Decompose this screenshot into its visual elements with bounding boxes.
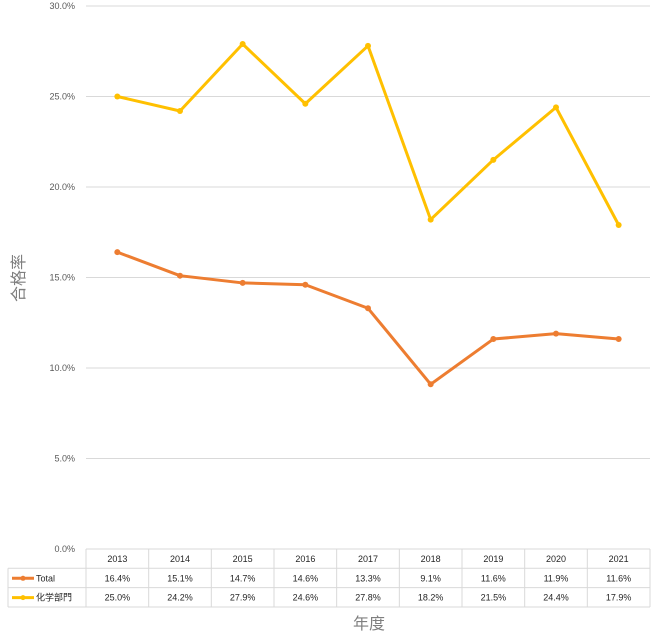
data-point <box>365 305 371 312</box>
y-axis-ticks: 0.0% 5.0% 10.0% 15.0% 20.0% 25.0% 30.0% <box>49 1 75 554</box>
legend-key-marker <box>20 575 26 581</box>
data-label: 11.6% <box>606 573 631 583</box>
x-tick-label: 2013 <box>107 554 127 564</box>
y-tick-label: 0.0% <box>54 544 75 554</box>
data-point <box>302 100 309 107</box>
x-tick-label: 2018 <box>421 554 441 564</box>
data-point <box>177 272 183 279</box>
x-tick-label: 2020 <box>546 554 566 564</box>
y-tick-label: 5.0% <box>54 454 75 464</box>
data-point <box>239 279 246 286</box>
data-point <box>490 336 497 343</box>
data-table: 2013 2014 2015 2016 2017 2018 2019 2020 2021 Tota… <box>7 548 651 608</box>
x-tick-label: 2014 <box>170 554 190 564</box>
data-label: 27.9% <box>230 593 256 603</box>
legend-series-name: 化学部門 <box>36 592 72 603</box>
data-point <box>615 222 622 229</box>
y-tick-label: 15.0% <box>49 273 75 283</box>
data-label: 13.3% <box>355 573 381 583</box>
x-tick-label: 2021 <box>609 554 629 564</box>
series-lines <box>114 41 622 388</box>
data-label: 27.8% <box>355 593 381 603</box>
data-point <box>553 104 559 111</box>
data-label: 9.1% <box>420 573 441 583</box>
x-tick-label: 2019 <box>483 554 503 564</box>
data-point <box>427 216 434 223</box>
data-label: 24.6% <box>293 593 319 603</box>
data-label: 25.0% <box>105 593 131 603</box>
data-point <box>114 249 121 256</box>
y-tick-label: 10.0% <box>49 363 75 373</box>
y-tick-label: 30.0% <box>49 1 75 11</box>
data-label: 17.9% <box>606 593 632 603</box>
data-label: 11.6% <box>481 573 506 583</box>
y-axis-title: 合格率 <box>10 254 28 302</box>
data-label: 14.6% <box>293 573 319 583</box>
data-point <box>302 281 309 288</box>
data-point <box>615 336 622 343</box>
x-tick-label: 2016 <box>295 554 315 564</box>
legend-series-name: Total <box>36 573 55 583</box>
x-axis-title: 年度 <box>353 615 385 633</box>
data-point <box>177 107 183 114</box>
x-tick-label: 2015 <box>233 554 253 564</box>
data-point <box>490 156 497 163</box>
legend-key-marker <box>20 595 26 601</box>
data-label: 16.4% <box>105 573 131 583</box>
data-label: 24.2% <box>167 593 193 603</box>
data-label: 11.9% <box>544 573 569 583</box>
series-line <box>116 42 620 226</box>
data-point <box>427 381 434 388</box>
data-point <box>553 330 559 337</box>
data-label: 14.7% <box>230 573 256 583</box>
y-tick-label: 25.0% <box>49 92 75 102</box>
series-line <box>116 250 619 386</box>
data-point <box>114 93 121 100</box>
data-point <box>365 42 371 49</box>
data-label: 24.4% <box>543 593 569 603</box>
data-label: 21.5% <box>481 593 507 603</box>
y-tick-label: 20.0% <box>49 182 75 192</box>
data-point <box>239 41 246 48</box>
data-label: 15.1% <box>167 573 193 583</box>
gridlines <box>86 5 650 459</box>
data-label: 18.2% <box>418 593 444 603</box>
x-tick-label: 2017 <box>358 554 378 564</box>
